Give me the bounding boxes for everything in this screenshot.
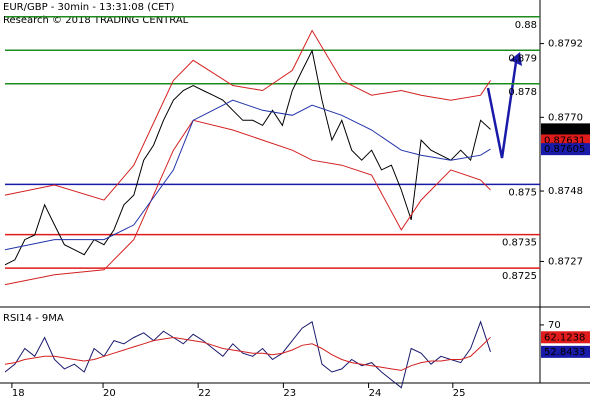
y-tick-label: 0.8792 (548, 39, 583, 50)
x-tick-label: 18 (12, 388, 25, 399)
level-label: 0.878 (508, 87, 537, 98)
y-tick-label: 70 (548, 320, 561, 331)
y-tick-label: 0.8770 (548, 112, 583, 123)
series-line (4, 49, 491, 266)
forecast-arrow (486, 61, 518, 159)
price-badge-label: 0.87631 (544, 135, 585, 146)
price-badge (541, 345, 590, 358)
chart-subtitle: Research © 2018 TRADING CENTRAL (3, 15, 189, 26)
price-badge-label: 62.1238 (544, 332, 585, 343)
price-badge (541, 123, 590, 136)
x-tick-label: 24 (369, 388, 382, 399)
price-badge-label: 0.87664 (544, 124, 585, 135)
level-label: 0.88 (515, 20, 537, 31)
series-line (4, 99, 491, 251)
price-badge-label: 0.87605 (544, 144, 585, 155)
level-label: 0.8725 (502, 271, 537, 282)
price-badge (541, 143, 590, 156)
series-line (4, 119, 491, 286)
x-tick-label: 22 (198, 388, 211, 399)
arrow-head (510, 52, 522, 66)
series-line (4, 320, 491, 389)
series-line (4, 29, 491, 201)
y-tick-label: 0.8748 (548, 186, 583, 197)
y-tick-label: 0.8727 (548, 256, 583, 267)
price-badge (541, 331, 590, 344)
x-tick-label: 25 (453, 388, 466, 399)
x-tick-label: 20 (103, 388, 116, 399)
price-badge-label: 52.8433 (544, 347, 585, 358)
chart-title: EUR/GBP - 30min - 13:31:08 (CET) (3, 2, 175, 13)
series-line (4, 336, 491, 371)
level-label: 0.879 (508, 53, 537, 64)
level-label: 0.875 (508, 187, 537, 198)
x-tick-label: 23 (283, 388, 296, 399)
rsi-title: RSI14 - 9MA (3, 313, 64, 324)
level-label: 0.8735 (502, 238, 537, 249)
